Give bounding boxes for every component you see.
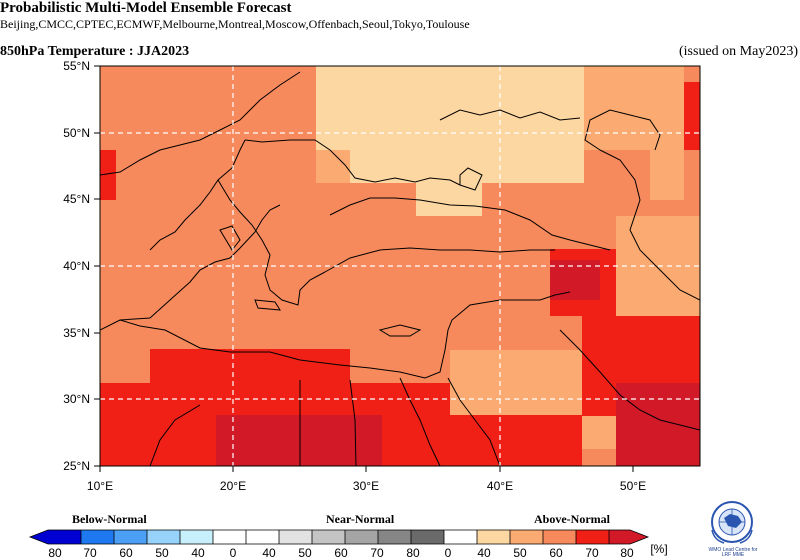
legend-tick: 50 [298,546,312,560]
above-50-60-region [584,66,684,150]
lat-tick-label: 50°N [63,126,90,140]
lat-tick-label: 25°N [63,459,90,473]
legend-swatch [510,530,543,544]
field-title: 850hPa Temperature : JJA2023 [0,44,190,59]
legend-swatch [180,530,213,544]
legend-tick: 40 [477,546,491,560]
lat-tick-label: 45°N [63,192,90,206]
legend-tick: 40 [262,546,276,560]
legend-swatch [279,530,312,544]
forecast-map: 55°N 50°N 45°N 40°N 35°N 30°N 25°N 10°E … [63,59,701,493]
legend-tick: 0 [230,546,237,560]
legend-swatch [81,530,114,544]
legend-tick: 50 [155,546,169,560]
legend-tick: 40 [191,546,205,560]
legend-unit: [%] [650,542,667,556]
above-40-50-region [316,66,584,150]
legend-tick: 60 [549,546,563,560]
graticule [100,66,700,466]
legend-tick: 80 [48,546,62,560]
legend-swatch [48,530,81,544]
legend-swatch [246,530,279,544]
above-70-80-region [684,82,700,150]
lon-tick-label: 50°E [620,479,646,493]
lon-tick-label: 20°E [220,479,246,493]
lon-tick-label: 30°E [353,479,379,493]
forecast-title: Probabilistic Multi-Model Ensemble Forec… [0,0,292,16]
legend-swatch [378,530,411,544]
legend-tick: 0 [445,546,452,560]
legend-swatch [543,530,576,544]
legend-arrow-right [630,530,648,544]
legend-swatch [213,530,246,544]
legend-swatch [444,530,477,544]
legend-tick: 70 [370,546,384,560]
legend-swatch [312,530,345,544]
logo-line-2: LRF MME [721,552,745,558]
legend-swatch [576,530,609,544]
legend-tick: 70 [585,546,599,560]
legend-tick: 60 [334,546,348,560]
logo-line-1: WMO Lead Centre for [708,547,758,553]
longitude-labels: 10°E 20°E 30°E 40°E 50°E [87,479,646,493]
legend-tick: 60 [119,546,133,560]
legend-tick: 50 [513,546,527,560]
above-80-region [216,415,382,466]
legend-swatch [114,530,147,544]
lat-tick-label: 30°N [63,392,90,406]
probability-field [100,66,700,466]
legend-swatch [411,530,444,544]
legend-swatch [345,530,378,544]
issued-date: (issued on May2023) [679,44,798,59]
lat-tick-label: 55°N [63,59,90,73]
lon-tick-label: 10°E [87,479,113,493]
lat-tick-label: 35°N [63,326,90,340]
above-normal-label: Above-Normal [534,512,610,526]
lon-tick-label: 40°E [487,479,513,493]
legend-tick: 80 [620,546,634,560]
model-list: Beijing,CMCC,CPTEC,ECMWF,Melbourne,Montr… [0,17,470,31]
legend-tick: 70 [83,546,97,560]
legend-arrow-left [30,530,48,544]
below-normal-label: Below-Normal [72,512,147,526]
wmo-logo-caption: WMO Lead Centre for LRF MME [702,548,764,558]
legend-tick: 80 [406,546,420,560]
latitude-labels: 55°N 50°N 45°N 40°N 35°N 30°N 25°N [63,59,90,473]
legend-swatch [609,530,630,544]
legend-swatch [147,530,180,544]
lat-tick-label: 40°N [63,259,90,273]
legend-swatch [477,530,510,544]
near-normal-label: Near-Normal [326,512,395,526]
